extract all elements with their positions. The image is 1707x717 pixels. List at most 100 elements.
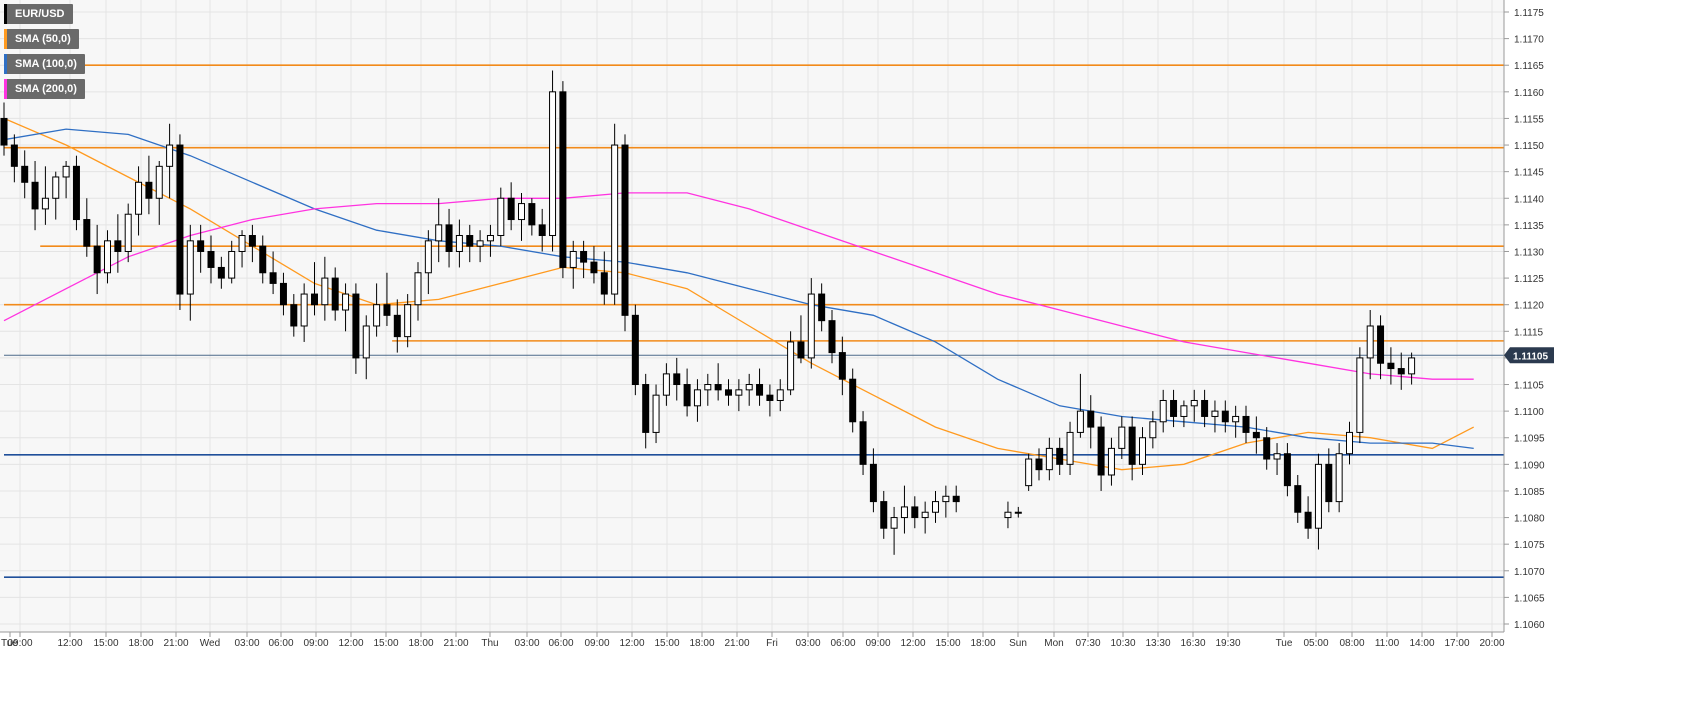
candle-body-up <box>735 389 743 396</box>
candle <box>435 198 443 263</box>
candle-body-down <box>269 272 277 284</box>
candle-body-down <box>1263 437 1271 460</box>
grid <box>0 0 1504 632</box>
candle <box>424 230 432 295</box>
legend-item-sma-50[interactable]: SMA (50,0) <box>4 29 79 49</box>
candle <box>1056 437 1064 475</box>
legend-swatch <box>4 54 7 74</box>
candle <box>1314 453 1322 550</box>
candle <box>1180 400 1188 428</box>
candle-body-up <box>1346 431 1353 455</box>
candle-body-up <box>124 213 132 252</box>
x-tick-label: 07:30 <box>1075 638 1100 649</box>
candle <box>725 379 732 406</box>
candle-body-up <box>1045 447 1053 471</box>
candle-body-up <box>1408 357 1416 375</box>
candle-body-down <box>797 341 805 359</box>
candle <box>1066 421 1074 475</box>
candle-body-up <box>104 240 111 274</box>
x-tick-label: 21:00 <box>443 638 468 649</box>
candle <box>766 384 774 417</box>
candle <box>704 373 712 406</box>
candle-body-up <box>652 394 660 433</box>
y-tick-label: 1.1140 <box>1514 194 1544 205</box>
candle-body-down <box>290 304 298 327</box>
candle-body-up <box>1066 431 1074 465</box>
candle-body-down <box>352 293 360 359</box>
candle-body-up <box>404 304 412 338</box>
candle <box>1076 373 1084 438</box>
candle-body-down <box>756 384 764 396</box>
candle <box>1387 347 1395 385</box>
candle-body-up <box>1118 426 1126 449</box>
candle-body-down <box>1325 463 1333 503</box>
candle <box>818 283 826 332</box>
candle-body-up <box>455 235 463 252</box>
candle-body-down <box>849 378 857 423</box>
candle-body-up <box>373 304 381 327</box>
candle <box>693 379 701 422</box>
candle-body-up <box>41 197 49 210</box>
x-tick-label: 12:00 <box>619 638 644 649</box>
candle-body-down <box>1242 415 1250 433</box>
candle <box>1128 416 1136 481</box>
candle-body-down <box>880 501 888 529</box>
candle <box>1004 501 1012 529</box>
candle <box>404 294 412 348</box>
y-tick-label: 1.1160 <box>1514 88 1544 99</box>
candle-body-up <box>1180 405 1188 417</box>
candle <box>1346 421 1353 465</box>
candle <box>942 485 950 518</box>
candle <box>207 235 215 284</box>
candle <box>559 81 567 279</box>
plot-background <box>0 0 1504 632</box>
last-price-label: 1.11105 <box>1513 351 1548 362</box>
x-tick-label: 20:00 <box>1479 638 1504 649</box>
candle <box>72 155 80 231</box>
candle <box>569 240 577 289</box>
x-tick-label: 12:00 <box>57 638 82 649</box>
y-tick-label: 1.1090 <box>1514 460 1545 471</box>
candle <box>445 208 453 268</box>
candle-body-down <box>176 144 184 295</box>
candle-body-down <box>383 304 391 316</box>
legend-item-sma-200[interactable]: SMA (200,0) <box>4 79 85 99</box>
candle <box>1014 506 1022 518</box>
candle-body-up <box>497 197 505 237</box>
candle-body-up <box>704 384 712 391</box>
x-tick-label: Fri <box>766 638 778 649</box>
candle <box>1201 389 1209 428</box>
candle-body-down <box>1128 426 1136 465</box>
candle-body-down <box>621 144 629 316</box>
candle-body-down <box>1294 485 1302 513</box>
candle-body-up <box>1149 421 1157 439</box>
candle-body-up <box>186 240 194 295</box>
candle <box>1159 389 1167 433</box>
candle <box>859 411 867 475</box>
legend-item-sma-100[interactable]: SMA (100,0) <box>4 54 85 74</box>
x-tick-label: 03:00 <box>234 638 259 649</box>
candle <box>1118 416 1126 460</box>
x-tick-label: Tue <box>1 638 18 649</box>
candle-body-down <box>1087 410 1095 428</box>
candle-body-up <box>611 144 619 295</box>
legend-item-eurusd[interactable]: EUR/USD <box>4 4 73 24</box>
candle <box>393 299 401 353</box>
candle-body-up <box>787 341 795 391</box>
candle <box>342 283 350 332</box>
candle <box>269 251 277 295</box>
candle-body-up <box>1139 437 1146 465</box>
candle <box>476 230 484 263</box>
candle-body-up <box>1335 453 1343 503</box>
candle <box>311 262 318 316</box>
candle <box>1045 437 1053 481</box>
candle <box>683 368 691 417</box>
candle <box>838 336 846 396</box>
candle-body-up <box>62 165 70 178</box>
candle-body-down <box>952 495 960 503</box>
candle-body-up <box>900 506 908 519</box>
candle-body-down <box>580 250 588 263</box>
x-tick-label: Mon <box>1044 638 1063 649</box>
candle <box>41 166 49 225</box>
